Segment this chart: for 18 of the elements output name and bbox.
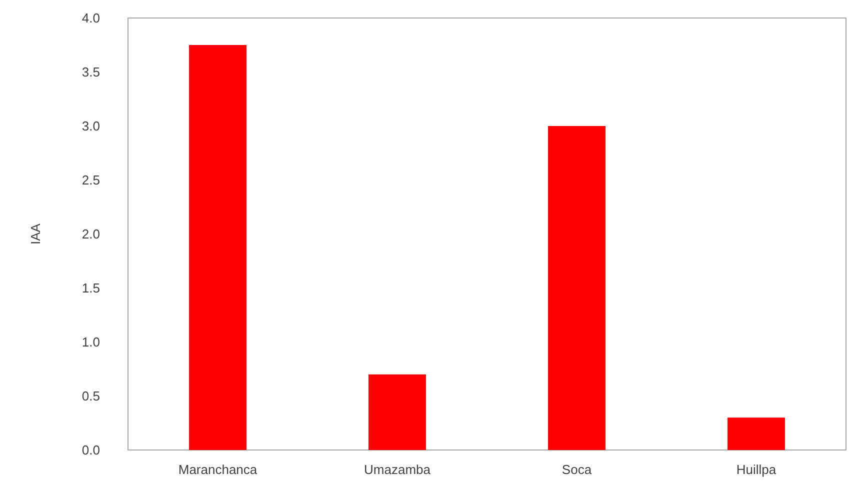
bar	[548, 126, 606, 450]
x-tick-label: Maranchanca	[178, 462, 258, 477]
bar	[728, 418, 785, 450]
y-tick-label: 1.5	[82, 280, 100, 296]
y-tick-label: 3.0	[82, 118, 100, 134]
x-tick-label: Umazamba	[364, 462, 432, 477]
y-axis-title: IAA	[28, 223, 43, 244]
y-tick-label: 3.5	[82, 64, 100, 80]
y-tick-label: 0.0	[82, 442, 100, 458]
x-tick-label: Soca	[562, 462, 592, 477]
y-tick-label: 2.5	[82, 172, 100, 188]
bar	[189, 45, 246, 450]
y-tick-label: 4.0	[82, 10, 100, 26]
x-tick-label: Huillpa	[736, 462, 777, 477]
bar	[368, 374, 426, 450]
y-tick-label: 2.0	[82, 226, 100, 242]
y-tick-label: 0.5	[82, 388, 100, 404]
y-tick-label: 1.0	[82, 334, 100, 350]
